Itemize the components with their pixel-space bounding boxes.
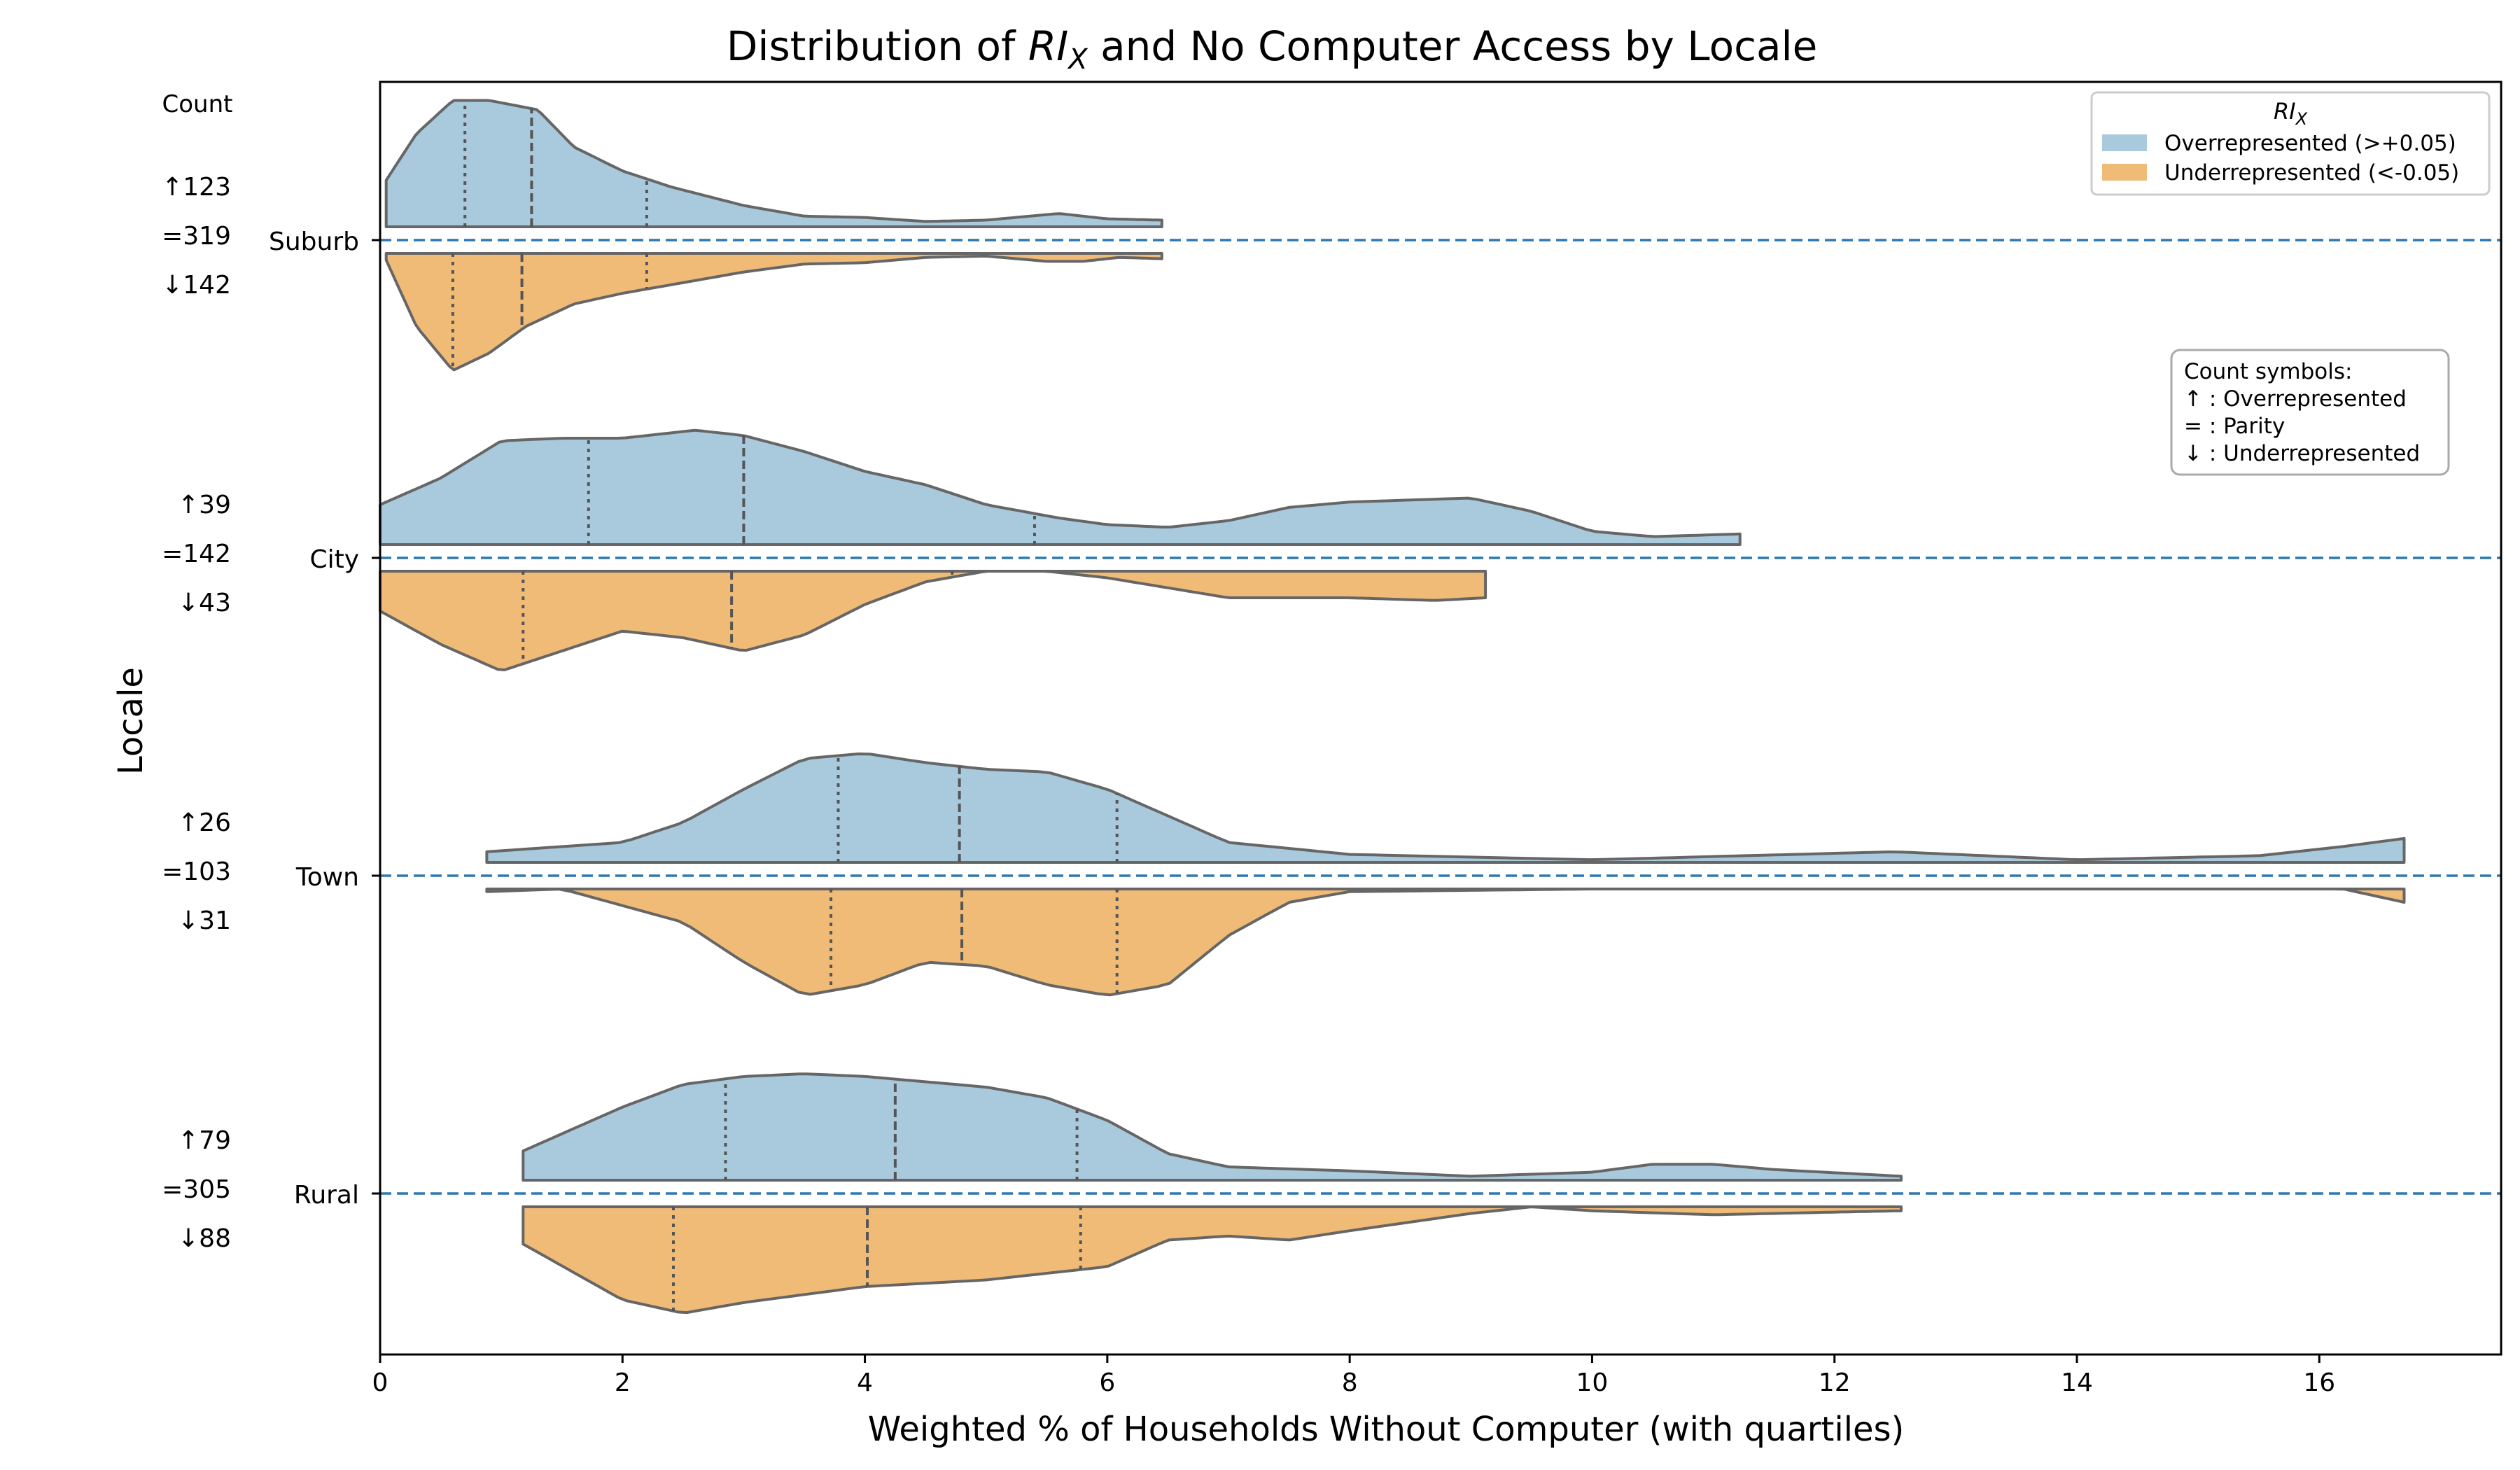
count-parity: =305	[162, 1175, 231, 1204]
y-axis-label: Locale	[111, 667, 150, 775]
y-tick-label: Rural	[294, 1181, 359, 1210]
count-parity: =142	[162, 540, 231, 568]
axes: Suburb ↑123 =319 ↓142 City ↑39 =142 ↓43 Town ↑26 =…	[162, 80, 2502, 1397]
violin-half-over-suburb	[384, 99, 1163, 228]
violin-half-under-suburb	[384, 252, 1163, 372]
y-tick-label: Town	[295, 863, 359, 892]
violin-half-under-town	[485, 888, 2406, 997]
x-tick-label: 4	[857, 1368, 873, 1397]
x-tick-label: 2	[615, 1368, 631, 1397]
violin-suburb	[384, 99, 1163, 372]
chart-title: Distribution of RIX and No Computer Acce…	[727, 22, 1818, 76]
y-tick-label: City	[309, 545, 359, 574]
violin-half-under-rural	[522, 1205, 1903, 1315]
x-tick-label: 14	[2061, 1368, 2093, 1397]
count-under: ↓88	[178, 1224, 231, 1253]
count-header: Count	[162, 90, 233, 118]
violin-half-under-city	[379, 570, 1488, 671]
violin-city	[379, 428, 1742, 671]
count-under: ↓142	[162, 271, 231, 300]
y-tick-label: Suburb	[269, 227, 359, 256]
symbols-line: ↓ : Underrepresented	[2184, 441, 2420, 466]
violin-half-over-rural	[522, 1072, 1903, 1182]
legend-title: RIX	[2274, 98, 2308, 129]
symbols-line: = : Parity	[2184, 414, 2285, 439]
count-over: ↑79	[178, 1126, 231, 1155]
count-over: ↑123	[162, 173, 231, 202]
x-tick-label: 6	[1099, 1368, 1115, 1397]
legend-label: Overrepresented (>+0.05)	[2164, 131, 2456, 156]
count-over: ↑26	[178, 808, 231, 837]
violin-rural	[522, 1072, 1903, 1315]
symbols-frame	[2170, 349, 2450, 476]
count-under: ↓31	[178, 906, 231, 935]
x-tick-label: 12	[1819, 1368, 1851, 1397]
x-tick-label: 10	[1576, 1368, 1609, 1397]
count-parity: =319	[162, 222, 231, 251]
symbols-line: ↑ : Overrepresented	[2184, 386, 2407, 412]
symbols-line: Count symbols:	[2184, 359, 2352, 384]
legend-swatch	[2102, 134, 2147, 151]
count-under: ↓43	[178, 589, 231, 617]
legend-swatch	[2102, 164, 2147, 181]
plot-area	[379, 99, 2501, 1315]
violin-half-over-city	[379, 428, 1742, 546]
count-parity: =103	[162, 858, 231, 886]
violin-town	[485, 752, 2406, 997]
legend-frame	[2090, 91, 2491, 196]
x-tick-label: 16	[2303, 1368, 2335, 1397]
count-over: ↑39	[178, 491, 231, 519]
x-axis-label: Weighted % of Households Without Compute…	[868, 1410, 1905, 1449]
legend-label: Underrepresented (<-0.05)	[2164, 160, 2459, 186]
x-tick-label: 8	[1342, 1368, 1358, 1397]
x-tick-label: 0	[372, 1368, 388, 1397]
plot-frame	[379, 80, 2502, 1356]
count-symbols-box: Count symbols:↑ : Overrepresented= : Par…	[2170, 349, 2450, 476]
violin-half-over-town	[485, 752, 2406, 864]
